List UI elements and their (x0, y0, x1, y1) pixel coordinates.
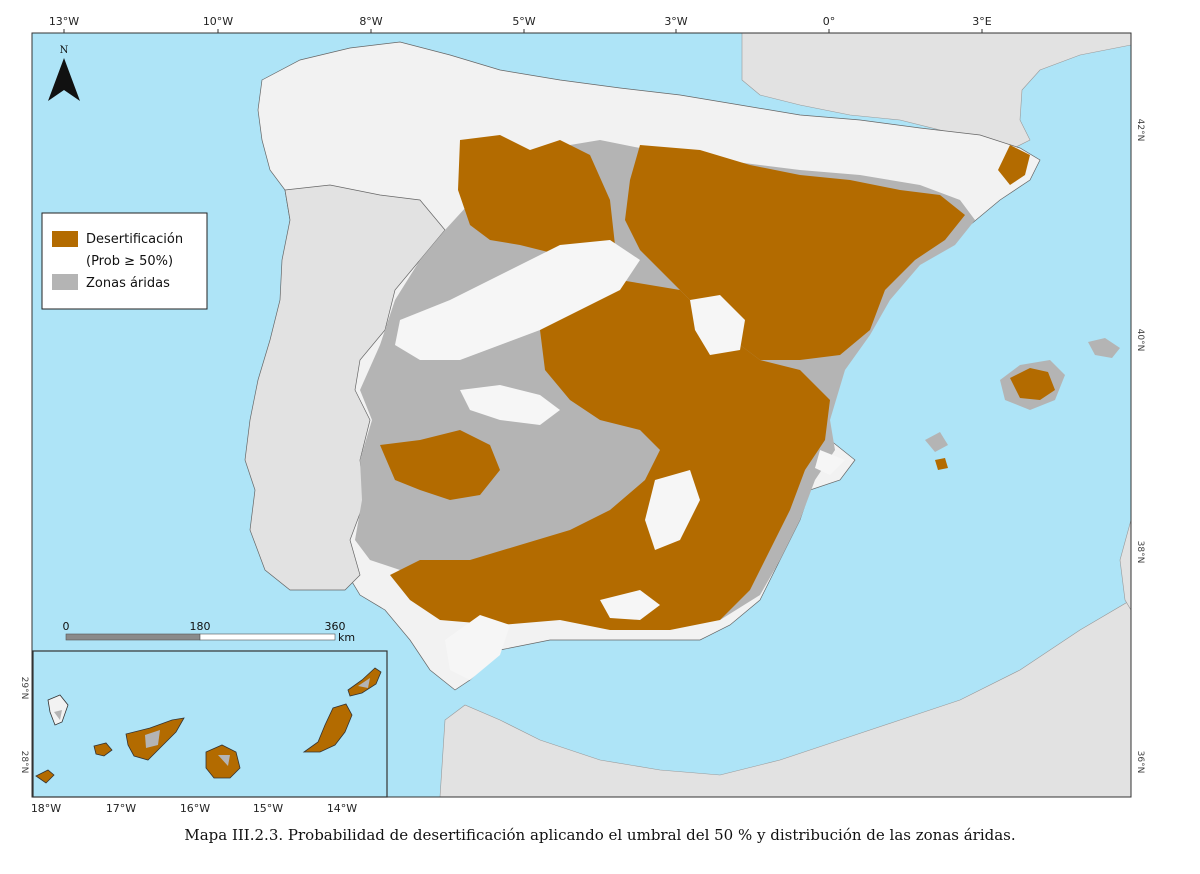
canary-islands (35, 667, 382, 784)
scale-label: 360 (325, 620, 346, 633)
island-el-hierro (35, 769, 55, 784)
lon-tick-label: 13°W (49, 15, 79, 28)
canary-inset: 29°N 28°N 18°W 17°W 16°W 15°W 14°W (19, 650, 388, 815)
legend-swatch-desertification (52, 231, 78, 247)
lon-tick-label: 8°W (359, 15, 382, 28)
inset-lon-tick-label: 15°W (253, 802, 283, 815)
scale-label: 180 (190, 620, 211, 633)
lon-tick-label: 3°W (664, 15, 687, 28)
sardinia-landmass (1119, 519, 1131, 611)
scale-unit: km (338, 631, 355, 644)
scale-segment-empty (199, 633, 336, 641)
main-map-frame (31, 32, 1132, 798)
lat-tick-label: 42°N (1135, 119, 1145, 142)
inset-lon-tick-label: 17°W (106, 802, 136, 815)
inset-lat-tick-label: 29°N (19, 677, 29, 700)
lon-tick-label: 3°E (972, 15, 991, 28)
inset-lat-tick-label: 28°N (19, 751, 29, 774)
scale-segment-filled (65, 633, 201, 641)
latitude-ticks: 42°N 40°N 38°N 36°N (1135, 119, 1145, 774)
legend-label-desertification-sub: (Prob ≥ 50%) (86, 254, 173, 269)
north-africa-landmass (439, 599, 1131, 797)
inset-lon-tick-label: 16°W (180, 802, 210, 815)
scale-bar: 0 180 360 km (63, 620, 356, 644)
main-map (32, 33, 1131, 797)
island-gran-canaria (205, 744, 241, 779)
north-arrow-icon (48, 58, 80, 101)
france-landmass (741, 33, 1131, 151)
north-arrow: N (48, 45, 80, 101)
legend-label-desertification: Desertificación (86, 232, 183, 247)
inset-lon-tick-label: 18°W (31, 802, 61, 815)
legend-box (41, 212, 208, 310)
longitude-ticks: 13°W 10°W 8°W 5°W 3°W 0° 3°E (49, 15, 992, 33)
mountain-patches (395, 240, 845, 680)
legend-label-arid: Zonas áridas (86, 276, 170, 291)
lon-tick-label: 5°W (512, 15, 535, 28)
legend: Desertificación (Prob ≥ 50%) Zonas árida… (41, 212, 208, 310)
legend-swatch-arid (52, 274, 78, 290)
lon-tick-label: 10°W (203, 15, 233, 28)
figure-caption: Mapa III.2.3. Probabilidad de desertific… (184, 826, 1016, 844)
lat-tick-label: 40°N (1135, 329, 1145, 352)
island-fuerteventura (302, 703, 353, 753)
lat-tick-label: 36°N (1135, 751, 1145, 774)
inset-lon-tick-label: 14°W (327, 802, 357, 815)
scale-label: 0 (63, 620, 70, 633)
island-la-palma (47, 694, 69, 726)
north-label: N (60, 45, 69, 56)
lon-tick-label: 0° (823, 15, 836, 28)
lat-tick-label: 38°N (1135, 541, 1145, 564)
island-la-gomera (93, 742, 113, 757)
